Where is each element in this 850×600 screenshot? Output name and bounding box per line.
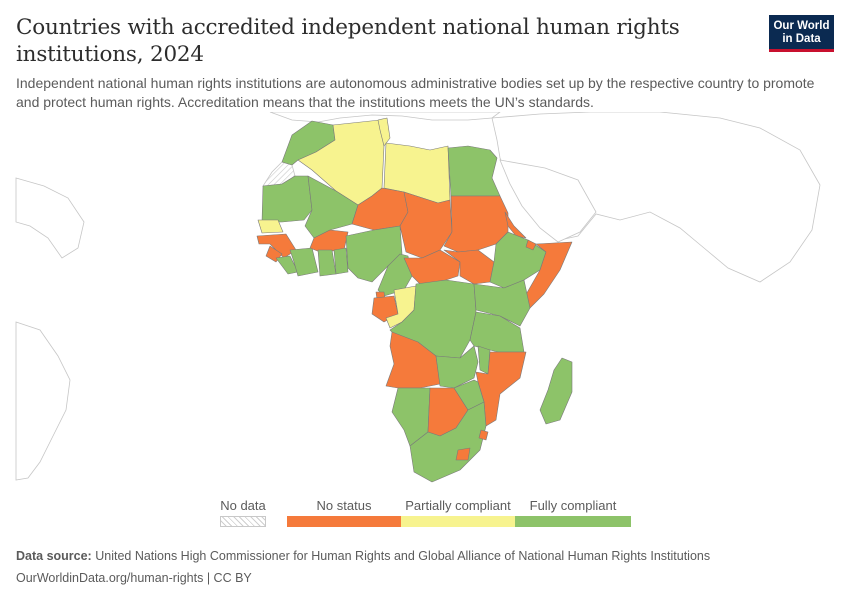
country-togo-benin[interactable] [333,247,349,275]
logo-line-2: in Data [782,33,821,45]
country-madagascar[interactable] [539,357,573,425]
chart-subtitle: Independent national human rights instit… [16,75,815,110]
country-eswatini[interactable] [478,429,489,441]
legend-label-no-status: No status [316,498,372,513]
country-tunisia[interactable] [377,117,391,147]
legend-swatch-full[interactable] [515,516,631,527]
data-source-label: Data source: [16,549,92,563]
arabia-landmass [499,159,597,243]
country-sudan[interactable] [443,195,509,253]
country-lesotho[interactable] [455,447,471,461]
owid-logo[interactable]: Our World in Data [769,15,834,52]
legend-label-full: Fully compliant [529,498,617,513]
country-uganda-kenya[interactable] [473,279,531,327]
footer-url[interactable]: OurWorldinData.org/human-rights | CC BY [16,571,252,585]
chart-title: Countries with accredited independent na… [16,15,680,67]
logo-line-1: Our World [773,20,830,32]
country-ivory-coast[interactable] [289,247,319,277]
south-america-landmass [15,321,71,481]
data-source: Data source: United Nations High Commiss… [16,549,710,563]
country-cameroon[interactable] [377,253,413,297]
data-source-text: United Nations High Commissioner for Hum… [95,549,711,563]
legend-label-partial: Partially compliant [405,498,511,513]
europe-landmass [269,112,501,123]
country-south-africa[interactable] [409,401,487,483]
country-car[interactable] [403,249,461,285]
country-chad[interactable] [399,191,453,259]
legend-label-no-data: No data [220,498,266,513]
country-senegal[interactable] [257,219,284,234]
legend-swatch-no-status[interactable] [287,516,401,527]
country-zambia[interactable] [435,345,479,389]
africa-map [15,112,821,483]
legend-swatch-no-data[interactable] [220,516,266,527]
legend-swatch-partial[interactable] [401,516,515,527]
country-egypt[interactable] [447,145,501,197]
americas-landmass [15,177,85,259]
country-zimbabwe[interactable] [453,379,485,411]
country-djibouti[interactable] [525,239,537,251]
country-ghana[interactable] [317,249,337,277]
